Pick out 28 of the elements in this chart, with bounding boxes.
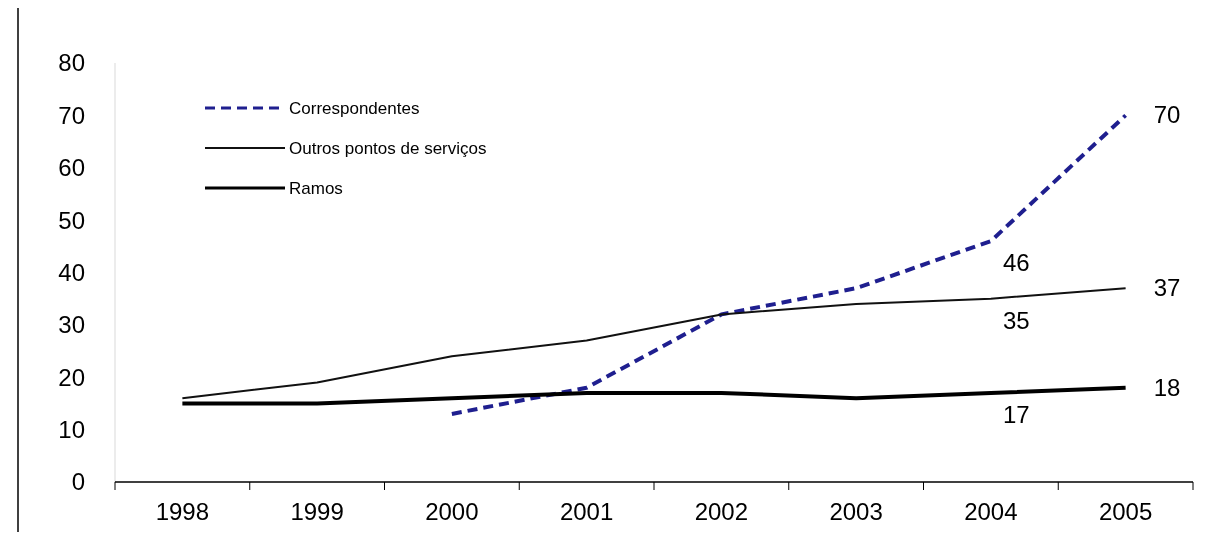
line-series bbox=[181, 287, 1127, 400]
y-tick-label: 50 bbox=[58, 206, 85, 234]
y-tick-label: 80 bbox=[58, 49, 85, 77]
y-tick-label: 70 bbox=[58, 101, 85, 129]
y-tick-label: 30 bbox=[58, 311, 85, 339]
x-tick-label: 1998 bbox=[155, 498, 210, 525]
data-label: 35 bbox=[1002, 306, 1030, 334]
legend-label: Outros pontos de serviços bbox=[289, 138, 487, 158]
x-tick-label: 2000 bbox=[425, 498, 479, 525]
y-tick-label: 20 bbox=[58, 363, 85, 391]
legend-label: Ramos bbox=[289, 178, 343, 198]
data-label: 17 bbox=[1002, 400, 1030, 428]
data-label: 70 bbox=[1153, 101, 1181, 129]
x-tick-label: 2005 bbox=[1098, 498, 1153, 525]
x-tick-label: 2002 bbox=[694, 498, 749, 525]
x-tick-label: 2004 bbox=[964, 498, 1018, 525]
legend-label: Correspondentes bbox=[289, 98, 420, 118]
x-tick-label: 2003 bbox=[829, 498, 883, 525]
data-label: 37 bbox=[1153, 274, 1181, 302]
line-series bbox=[180, 385, 1128, 406]
y-tick-label: 0 bbox=[71, 468, 85, 496]
y-tick-label: 60 bbox=[58, 154, 85, 182]
y-tick-label: 40 bbox=[58, 258, 85, 286]
x-tick-label: 1999 bbox=[290, 498, 344, 525]
data-label: 46 bbox=[1002, 249, 1030, 277]
y-tick-label: 10 bbox=[58, 416, 85, 444]
x-tick-label: 2001 bbox=[559, 498, 614, 525]
data-label: 18 bbox=[1153, 373, 1181, 401]
